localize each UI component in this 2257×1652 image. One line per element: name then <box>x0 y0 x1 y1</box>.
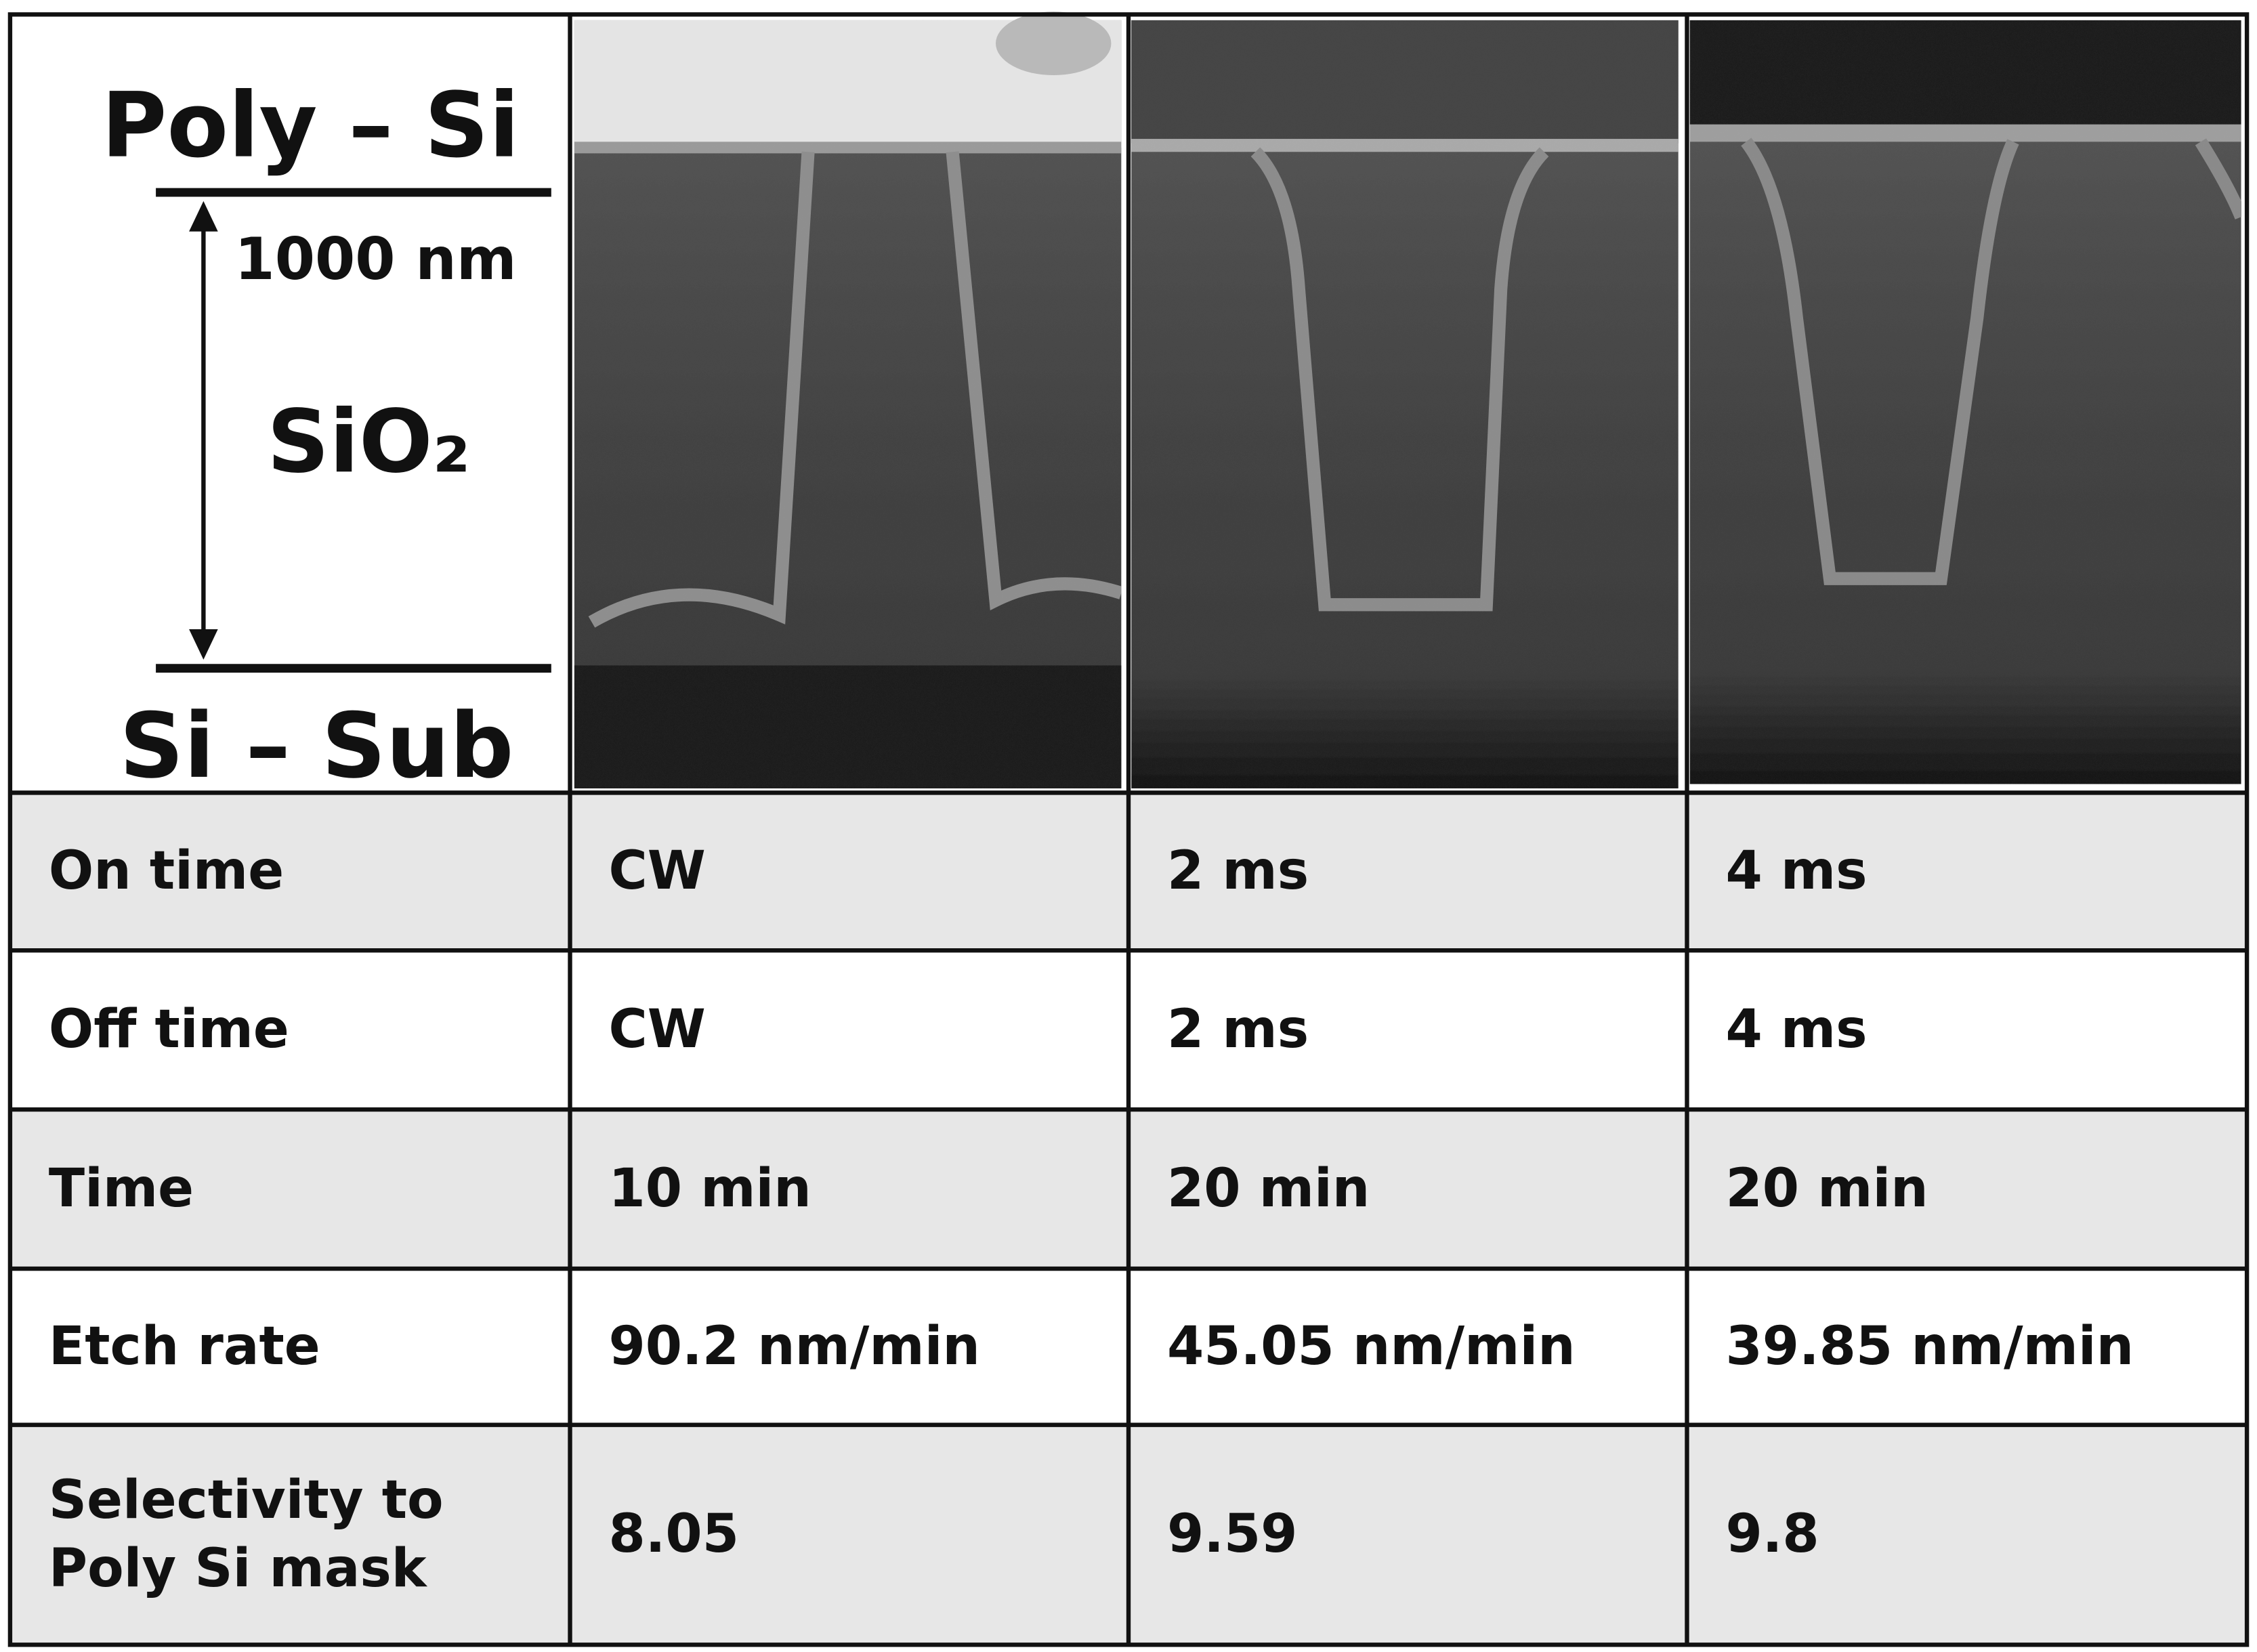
cell-text: Etch rate <box>48 1315 320 1377</box>
table-cell: 4 ms <box>1725 792 2238 950</box>
cell-text: 20 min <box>1167 1158 1370 1219</box>
cell-text: Off time <box>48 998 289 1060</box>
layer-label: SiO₂ <box>267 391 471 492</box>
table-cell: 4 ms <box>1725 950 2238 1109</box>
row-header: Selectivity to Poly Si mask <box>49 1425 562 1645</box>
cell-text: 90.2 nm/min <box>608 1315 980 1377</box>
cell-text: 4 ms <box>1725 841 1868 902</box>
cell-text: CW <box>608 998 706 1060</box>
table-cell: 10 min <box>609 1109 1120 1269</box>
table-cell: 8.05 <box>609 1425 1120 1645</box>
row-header: On time <box>49 792 562 950</box>
table-cell: 45.05 nm/min <box>1167 1269 1678 1425</box>
sem-image <box>1689 20 2248 784</box>
cell-text: 9.59 <box>1167 1504 1298 1565</box>
cell-text: Time <box>48 1158 194 1219</box>
cell-text: 2 ms <box>1167 998 1309 1060</box>
layer-label: Poly – Si <box>102 74 520 178</box>
layer-label: Si – Sub <box>119 694 513 799</box>
table-cell: 39.85 nm/min <box>1725 1269 2238 1425</box>
cell-text: 20 min <box>1725 1158 1928 1219</box>
cell-text: CW <box>608 841 706 902</box>
sem-image <box>1131 20 1679 788</box>
row-header: Etch rate <box>49 1269 562 1425</box>
cell-text: 39.85 nm/min <box>1725 1315 2134 1377</box>
sem-image <box>574 12 1124 788</box>
row-header: Time <box>49 1109 562 1269</box>
table-cell: 2 ms <box>1167 950 1678 1109</box>
row-header: Off time <box>49 950 562 1109</box>
table-cell: CW <box>609 792 1120 950</box>
cell-text: Selectivity to Poly Si mask <box>48 1469 444 1599</box>
cell-text: 8.05 <box>608 1504 739 1565</box>
table-cell: CW <box>609 950 1120 1109</box>
cell-text: 45.05 nm/min <box>1167 1315 1576 1377</box>
cell-text: On time <box>48 841 284 902</box>
scale-label: 1000 nm <box>234 226 516 293</box>
table-cell: 2 ms <box>1167 792 1678 950</box>
table-cell: 20 min <box>1167 1109 1678 1269</box>
table-border <box>7 12 2250 1647</box>
cell-text: 2 ms <box>1167 841 1309 902</box>
cell-text: 9.8 <box>1725 1504 1819 1565</box>
cell-text: 4 ms <box>1725 998 1868 1060</box>
table-cell: 9.59 <box>1167 1425 1678 1645</box>
cell-text: 10 min <box>608 1158 811 1219</box>
table-cell: 90.2 nm/min <box>609 1269 1120 1425</box>
table-cell: 20 min <box>1725 1109 2238 1269</box>
table-cell: 9.8 <box>1725 1425 2238 1645</box>
